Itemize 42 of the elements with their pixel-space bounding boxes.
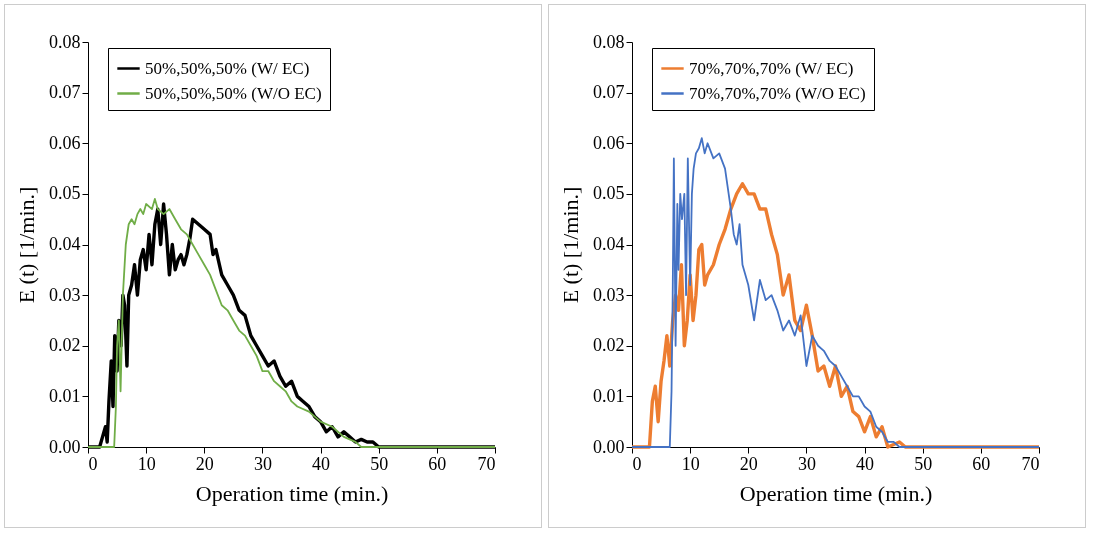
x-tick-label: 50 xyxy=(914,453,933,474)
legend-label: 70%,70%,70% (W/O EC) xyxy=(689,83,866,103)
x-tick-label: 40 xyxy=(312,453,331,474)
x-tick-label: 10 xyxy=(681,453,700,474)
y-tick-label: 0.07 xyxy=(593,82,625,103)
x-tick-label: 10 xyxy=(137,453,156,474)
y-tick-label: 0.03 xyxy=(593,284,625,305)
y-tick-label: 0.07 xyxy=(49,82,81,103)
legend-label: 50%,50%,50% (W/O EC) xyxy=(145,83,322,103)
y-tick-label: 0.08 xyxy=(49,31,81,52)
x-tick-label: 60 xyxy=(972,453,991,474)
y-tick-label: 0.06 xyxy=(593,132,625,153)
x-tick-label: 20 xyxy=(739,453,758,474)
y-tick-label: 0.04 xyxy=(49,234,81,254)
y-tick-label: 0.08 xyxy=(593,31,625,52)
legend-label: 50%,50%,50% (W/ EC) xyxy=(145,58,310,78)
y-tick-label: 0.01 xyxy=(49,385,81,406)
legend-label: 70%,70%,70% (W/ EC) xyxy=(689,58,854,78)
y-tick-label: 0.05 xyxy=(49,183,81,204)
x-tick-label: 70 xyxy=(1021,453,1040,474)
x-tick-label: 20 xyxy=(195,453,214,474)
x-tick-label: 30 xyxy=(253,453,272,474)
x-tick-label: 50 xyxy=(370,453,389,474)
x-tick-label: 0 xyxy=(88,453,98,474)
y-tick-label: 0.02 xyxy=(593,335,625,356)
x-tick-label: 40 xyxy=(856,453,875,474)
y-tick-label: 0.00 xyxy=(49,436,81,457)
y-tick-label: 0.02 xyxy=(49,335,81,356)
x-tick-label: 60 xyxy=(428,453,447,474)
y-tick-label: 0.01 xyxy=(593,385,625,406)
y-tick-label: 0.04 xyxy=(593,234,625,254)
x-axis-title: Operation time (min.) xyxy=(195,480,389,506)
y-tick-label: 0.05 xyxy=(593,183,625,204)
x-tick-label: 30 xyxy=(797,453,816,474)
x-axis-title: Operation time (min.) xyxy=(739,480,933,506)
y-axis-title: E (t) [1/min.] xyxy=(558,186,583,304)
y-axis-title: E (t) [1/min.] xyxy=(14,186,39,304)
y-tick-label: 0.00 xyxy=(593,436,625,457)
y-tick-label: 0.06 xyxy=(49,132,81,153)
x-tick-label: 0 xyxy=(632,453,642,474)
x-tick-label: 70 xyxy=(477,453,496,474)
y-tick-label: 0.03 xyxy=(49,284,81,305)
